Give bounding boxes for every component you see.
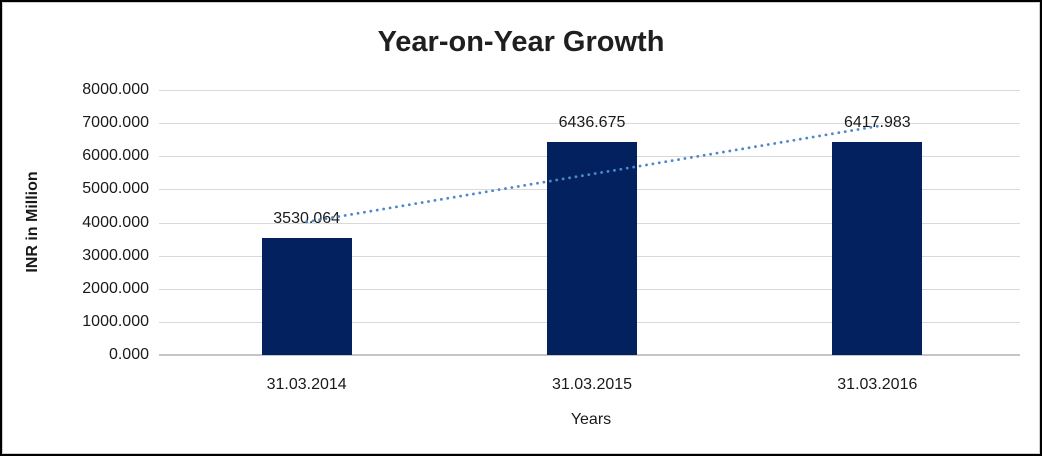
- y-tick-label: 5000.000: [82, 180, 149, 198]
- x-tick-label: 31.03.2015: [551, 376, 633, 393]
- bar-data-label: 6436.675: [558, 113, 626, 131]
- y-tick-label: 6000.000: [82, 147, 149, 165]
- gridline: [159, 123, 1020, 125]
- y-tick-label: 1000.000: [82, 312, 149, 330]
- bar-31.03.2014: [261, 238, 352, 355]
- y-tick-label: 7000.000: [82, 114, 149, 132]
- y-tick-label: 0.000: [108, 346, 149, 363]
- bar-data-label: 3530.064: [273, 210, 341, 228]
- x-axis-title: Years: [570, 411, 612, 428]
- bar-data-label: 6417.983: [843, 114, 911, 132]
- y-tick-label: 3000.000: [82, 246, 149, 264]
- chart-title: Year-on-Year Growth: [377, 26, 665, 58]
- y-axis-title-text: INR in Million: [24, 171, 41, 273]
- y-tick-label: 8000.000: [82, 81, 149, 98]
- x-tick-label: 31.03.2016: [837, 376, 918, 393]
- y-tick-label: 2000.000: [82, 279, 149, 297]
- x-axis-line: [159, 354, 1020, 356]
- bar-31.03.2015: [547, 141, 637, 355]
- gridline: [159, 90, 1020, 91]
- y-tick-label: 4000.000: [82, 213, 149, 231]
- bar-31.03.2016: [832, 142, 923, 355]
- x-tick-label: 31.03.2014: [266, 376, 347, 393]
